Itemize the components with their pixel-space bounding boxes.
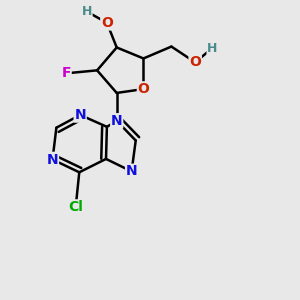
- Text: N: N: [111, 114, 122, 128]
- Text: O: O: [137, 82, 149, 96]
- Text: O: O: [189, 55, 201, 69]
- Text: O: O: [101, 16, 113, 30]
- Text: N: N: [47, 152, 58, 167]
- Text: F: F: [61, 66, 71, 80]
- Text: N: N: [126, 164, 137, 178]
- Text: N: N: [74, 108, 86, 122]
- Text: H: H: [82, 5, 92, 18]
- Text: H: H: [207, 42, 218, 55]
- Text: Cl: Cl: [68, 200, 83, 214]
